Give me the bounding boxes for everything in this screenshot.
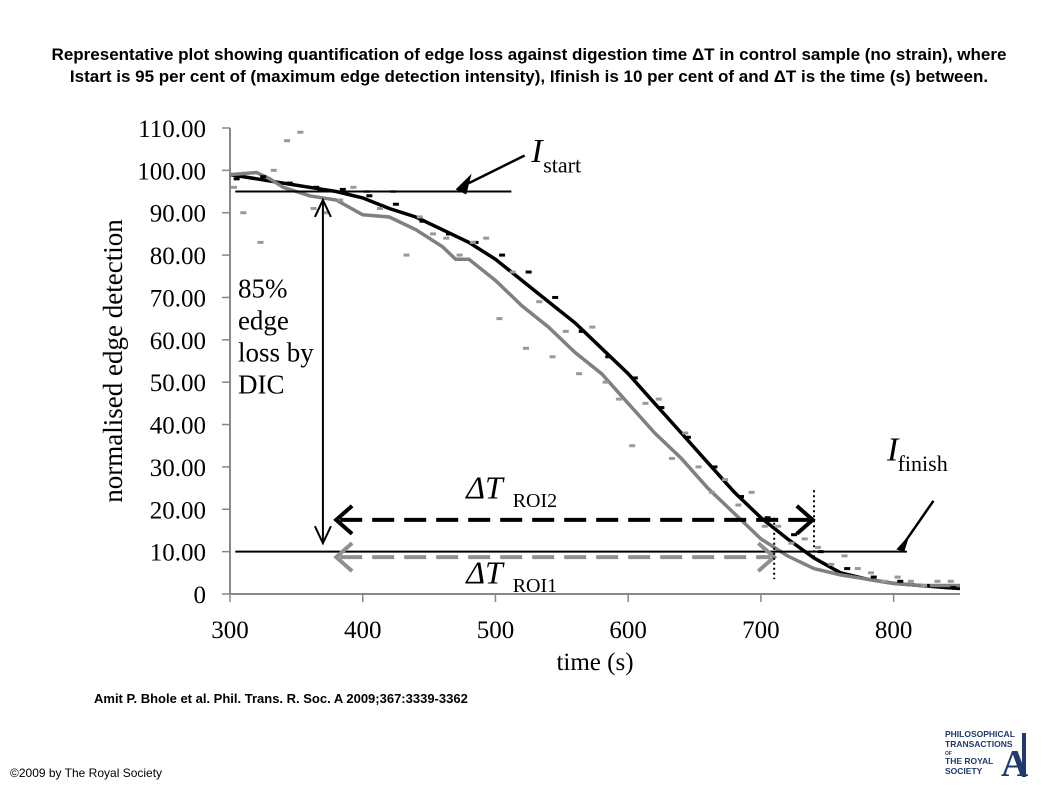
- delta-t-roi2-label: ΔT: [464, 470, 505, 506]
- x-tick-label: 300: [211, 617, 249, 644]
- citation: Amit P. Bhole et al. Phil. Trans. R. Soc…: [94, 691, 468, 706]
- delta-t-roi2-arrow-left: [333, 504, 354, 536]
- loss-label-line: loss by: [238, 337, 314, 367]
- series-line-1: [229, 170, 960, 588]
- logo-text-line: OF: [945, 751, 952, 757]
- y-tick-label: 50.00: [150, 370, 206, 397]
- y-tick-label: 60.00: [150, 328, 206, 355]
- delta-t-roi1-label: ΔT: [464, 554, 505, 590]
- y-tick-label: 10.00: [150, 540, 206, 567]
- y-tick-label: 0: [194, 582, 207, 609]
- loss-arrow-head-bottom: [314, 525, 332, 546]
- y-tick-label: 30.00: [150, 455, 206, 482]
- loss-label-line: edge: [238, 305, 289, 335]
- x-tick-label: 800: [875, 617, 913, 644]
- y-tick-label: 20.00: [150, 497, 206, 524]
- x-tick-label: 500: [477, 617, 515, 644]
- delta-t-roi2-arrow-right: [795, 504, 816, 536]
- delta-t-roi1-arrow-left: [333, 541, 354, 573]
- x-tick-label: 600: [609, 617, 647, 644]
- i-start-arrow-head: [455, 173, 472, 195]
- logo-text-line: TRANSACTIONS: [945, 739, 1013, 749]
- logo-text-line: SOCIETY: [945, 766, 983, 776]
- x-tick-label: 700: [742, 617, 780, 644]
- y-tick-label: 40.00: [150, 413, 206, 440]
- i-start-subscript: start: [543, 152, 581, 177]
- delta-t-roi2-subscript: ROI2: [513, 490, 557, 512]
- logo-text-line: PHILOSOPHICAL: [945, 730, 1015, 739]
- y-tick-label: 70.00: [150, 285, 206, 312]
- x-tick-label: 400: [344, 617, 382, 644]
- copyright-notice: ©2009 by The Royal Society: [10, 766, 163, 780]
- logo-side-bar: [1022, 733, 1026, 777]
- y-axis-label: normalised edge detection: [98, 219, 128, 503]
- loss-label-line: DIC: [238, 369, 284, 399]
- logo-text-line: THE ROYAL: [945, 756, 993, 766]
- y-tick-label: 80.00: [150, 243, 206, 270]
- series-line-0: [229, 172, 961, 591]
- y-tick-label: 110.00: [138, 116, 206, 143]
- y-tick-label: 100.00: [137, 158, 206, 185]
- edge-loss-chart: 0 10.00 20.00 30.00 40.00 50.00 60.00 70.00 80.0…: [98, 116, 961, 676]
- i-finish-subscript: finish: [898, 451, 948, 476]
- i-finish-arrow-head: [896, 534, 910, 552]
- loss-label-line: 85%: [238, 273, 287, 303]
- delta-t-roi1-arrow-right: [756, 541, 778, 573]
- i-start-arrow-shaft: [468, 154, 526, 185]
- i-finish-arrow-shaft: [904, 500, 935, 542]
- delta-t-roi1-subscript: ROI1: [513, 575, 557, 597]
- i-finish-label: I: [886, 432, 900, 469]
- y-tick-label: 90.00: [150, 201, 206, 228]
- i-start-label: I: [530, 133, 544, 170]
- x-axis-label: time (s): [556, 649, 633, 676]
- slide-title: Representative plot showing quantificati…: [51, 45, 1007, 86]
- loss-arrow-head-top: [314, 197, 332, 218]
